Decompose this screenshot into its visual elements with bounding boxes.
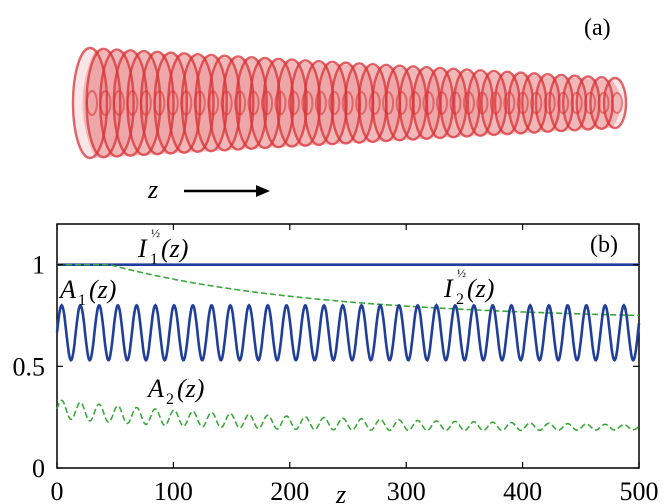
tube-rings xyxy=(73,48,626,158)
annotation-a2-arg: (z) xyxy=(177,374,204,403)
annotation-i1-sub: 1 xyxy=(150,251,158,268)
y-tick-label: 0.5 xyxy=(13,352,46,381)
series-layer xyxy=(57,265,639,431)
x-tick-label: 400 xyxy=(503,477,542,504)
annotation-i1-arg: (z) xyxy=(161,234,188,263)
z-direction-arrowhead-icon xyxy=(256,185,270,197)
z-arrow-label: z xyxy=(147,175,158,204)
annotation-a2-sub: 2 xyxy=(166,391,174,408)
annotation-a2: A 2 (z) xyxy=(146,374,204,408)
annotation-a1-symbol: A xyxy=(58,275,76,304)
series-line-1 xyxy=(57,265,639,316)
annotation-a2-symbol: A xyxy=(146,374,164,403)
annotation-i2: I ½ 2 (z) xyxy=(443,266,494,308)
x-tick-label: 100 xyxy=(154,477,193,504)
annotation-i2-symbol: I xyxy=(443,274,454,303)
panel-b-chart: 0 100 200 300 400 500 0 0.5 1 (b) z I ½ 1 (z) I … xyxy=(13,224,659,504)
y-tick-label: 0 xyxy=(32,454,45,483)
x-tick-label: 300 xyxy=(387,477,426,504)
panel-a-tube-rendering: (a) z xyxy=(73,15,626,204)
x-tick-label: 200 xyxy=(270,477,309,504)
annotation-i2-sub: 2 xyxy=(456,291,464,308)
panel-b-label: (b) xyxy=(590,232,618,258)
y-tick-label: 1 xyxy=(32,251,45,280)
annotation-i2-sup: ½ xyxy=(457,266,466,280)
annotation-i1-sup: ½ xyxy=(151,226,160,240)
x-axis-label: z xyxy=(335,480,346,504)
x-tick-label: 500 xyxy=(620,477,659,504)
annotation-a1-arg: (z) xyxy=(89,275,116,304)
annotation-i2-arg: (z) xyxy=(467,274,494,303)
annotation-i1-symbol: I xyxy=(137,234,148,263)
series-line-3 xyxy=(57,400,639,430)
x-tick-label: 0 xyxy=(51,477,64,504)
annotation-a1-sub: 1 xyxy=(78,292,86,309)
series-line-2 xyxy=(57,305,639,360)
annotation-i1: I ½ 1 (z) xyxy=(137,226,188,268)
panel-a-label: (a) xyxy=(584,15,611,41)
annotation-a1: A 1 (z) xyxy=(58,275,116,309)
